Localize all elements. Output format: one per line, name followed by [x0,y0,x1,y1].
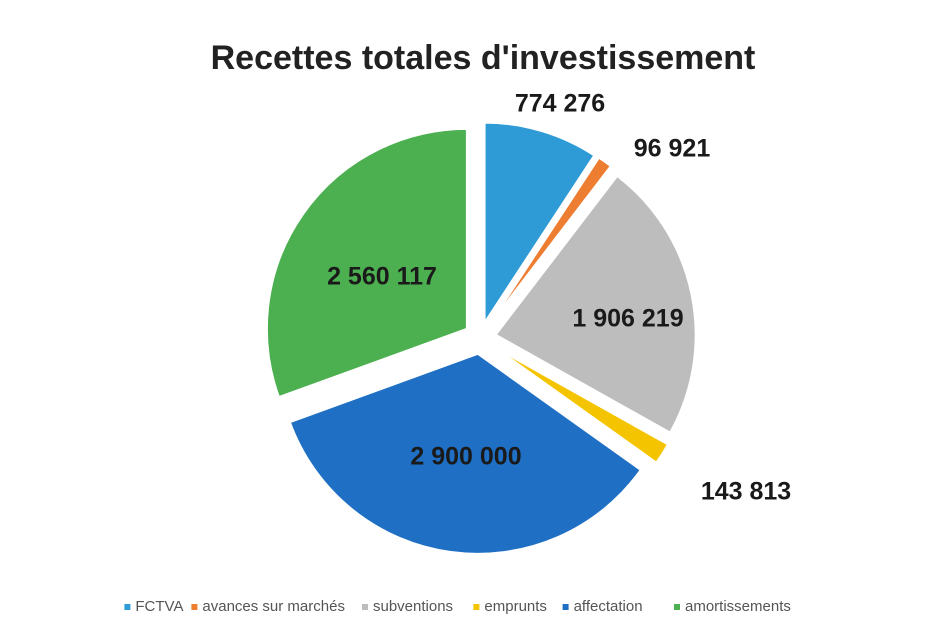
data-label: 1 906 219 [572,305,683,333]
legend-label: avances sur marchés [202,598,345,615]
pie-slice [483,121,596,327]
data-label: 2 560 117 [327,263,437,291]
data-label: 2 900 000 [410,443,521,471]
data-label: 143 813 [701,478,791,506]
legend-label: amortissements [685,598,791,615]
legend-label: emprunts [484,598,547,615]
legend-label: subventions [373,598,453,615]
data-label: 774 276 [515,90,605,118]
pie-slice [265,127,468,399]
legend-marker [674,604,680,610]
pie-slice [492,345,670,465]
legend-marker [124,604,131,610]
legend-label: FCTVA [135,598,183,615]
pie-slice [488,156,613,326]
data-label: 96 921 [634,135,711,163]
legend-marker [473,604,480,610]
legend-marker [362,604,368,610]
legend-marker [191,604,198,610]
pie-slice [494,174,697,435]
legend-marker [562,604,569,610]
legend-label: affectation [574,598,643,615]
chart-title: Recettes totales d'investissement [211,39,756,77]
pie-slice [288,352,643,555]
